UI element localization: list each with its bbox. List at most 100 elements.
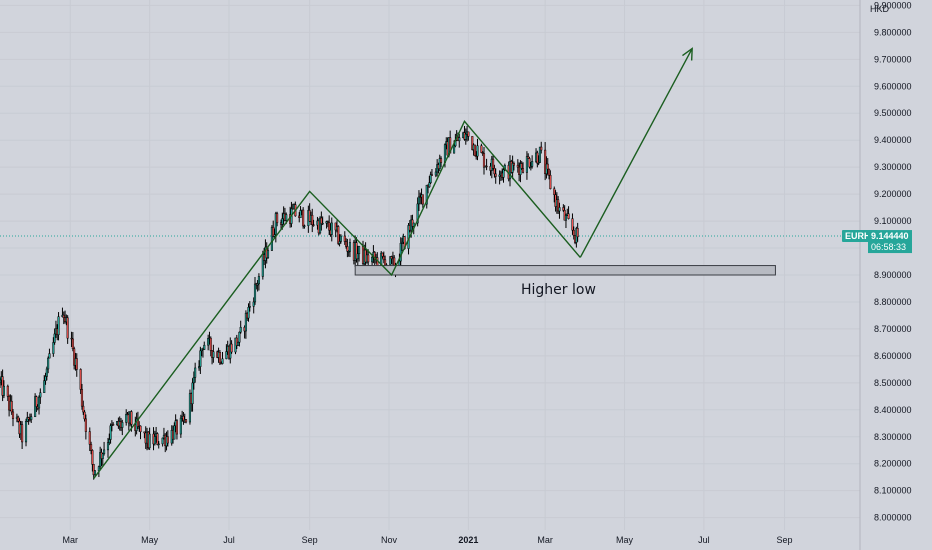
candle-body xyxy=(546,163,549,170)
candle-body xyxy=(156,433,159,445)
candle xyxy=(166,430,169,447)
candle-body xyxy=(520,163,523,169)
candle xyxy=(471,136,474,151)
candle-body xyxy=(345,241,348,247)
candle xyxy=(148,427,151,450)
candle xyxy=(179,414,182,438)
candle-body xyxy=(39,392,42,398)
candle xyxy=(253,276,257,305)
y-tick-label: 8.900000 xyxy=(874,270,912,280)
candle xyxy=(511,155,514,180)
candle-body xyxy=(44,376,47,381)
candle xyxy=(125,409,128,426)
candle-body xyxy=(471,136,474,150)
candle-body xyxy=(91,450,94,465)
x-tick-label: May xyxy=(616,535,634,545)
candle-body xyxy=(328,222,331,231)
y-tick-label: 8.400000 xyxy=(874,405,912,415)
candle-body xyxy=(185,419,188,423)
y-tick-label: 8.300000 xyxy=(874,432,912,442)
candle xyxy=(417,190,420,211)
candle-body xyxy=(179,417,182,435)
candle xyxy=(244,310,247,339)
candle xyxy=(512,161,515,171)
candle xyxy=(173,422,176,440)
candle xyxy=(139,425,142,440)
candle xyxy=(516,159,519,173)
candle-body xyxy=(519,163,522,175)
candle-body xyxy=(272,227,275,237)
candle xyxy=(348,238,352,258)
candle xyxy=(464,128,467,145)
candle-body xyxy=(252,301,255,307)
candle-body xyxy=(498,174,501,177)
candle-body xyxy=(166,436,169,444)
y-tick-label: 9.300000 xyxy=(874,162,912,172)
candle-body xyxy=(93,470,97,475)
candle-body xyxy=(191,382,194,405)
candle-body xyxy=(17,416,20,422)
candle xyxy=(82,400,85,415)
candle-body xyxy=(320,217,323,225)
y-tick-label: 9.200000 xyxy=(874,189,912,199)
candle-body xyxy=(492,158,495,169)
candle xyxy=(109,423,112,444)
y-tick-label: 8.800000 xyxy=(874,297,912,307)
candle xyxy=(30,413,33,424)
countdown-label: 06:58:33 xyxy=(871,242,906,252)
candle xyxy=(537,155,540,166)
candle-body xyxy=(45,368,48,377)
candle-body xyxy=(173,425,176,440)
candle-body xyxy=(266,250,270,259)
candle-body xyxy=(571,218,574,231)
candle-body xyxy=(482,153,486,168)
candle-body xyxy=(538,146,541,163)
candle xyxy=(182,412,185,425)
candle xyxy=(157,441,160,449)
candle xyxy=(35,395,38,412)
candlesticks xyxy=(0,125,579,480)
candle-body xyxy=(83,411,86,420)
candle-body xyxy=(417,196,420,205)
x-tick-label: Sep xyxy=(302,535,318,545)
candle xyxy=(320,211,323,231)
candle xyxy=(199,346,202,374)
candle-body xyxy=(303,225,306,227)
candle xyxy=(6,384,9,402)
candle xyxy=(498,170,501,185)
candle-body xyxy=(175,420,178,435)
candle-body xyxy=(75,358,78,370)
candle-body xyxy=(253,283,257,303)
candle xyxy=(252,297,255,314)
candle xyxy=(302,207,305,229)
candle xyxy=(73,346,76,370)
candle xyxy=(79,368,82,395)
candle-body xyxy=(276,213,279,224)
candle xyxy=(80,383,84,410)
candle-body xyxy=(428,182,431,188)
candle xyxy=(326,220,329,228)
candle xyxy=(156,432,159,446)
candle-body xyxy=(188,393,192,423)
y-tick-label: 9.500000 xyxy=(874,108,912,118)
candle xyxy=(106,437,110,458)
candle-body xyxy=(244,312,247,332)
candle-body xyxy=(416,203,419,224)
candle-body xyxy=(355,242,358,260)
candle-body xyxy=(512,163,515,166)
candle xyxy=(529,162,532,171)
candle xyxy=(45,366,48,381)
y-tick-label: 8.700000 xyxy=(874,324,912,334)
candle-body xyxy=(464,134,467,140)
candle xyxy=(235,334,238,349)
candle-body xyxy=(103,449,106,455)
candle xyxy=(328,215,331,236)
candle-body xyxy=(130,411,133,425)
candle xyxy=(66,315,69,344)
candle-body xyxy=(281,218,284,225)
candle xyxy=(143,431,146,439)
candle-body xyxy=(412,222,415,227)
candle-body xyxy=(248,306,251,308)
candle-body xyxy=(247,307,250,319)
